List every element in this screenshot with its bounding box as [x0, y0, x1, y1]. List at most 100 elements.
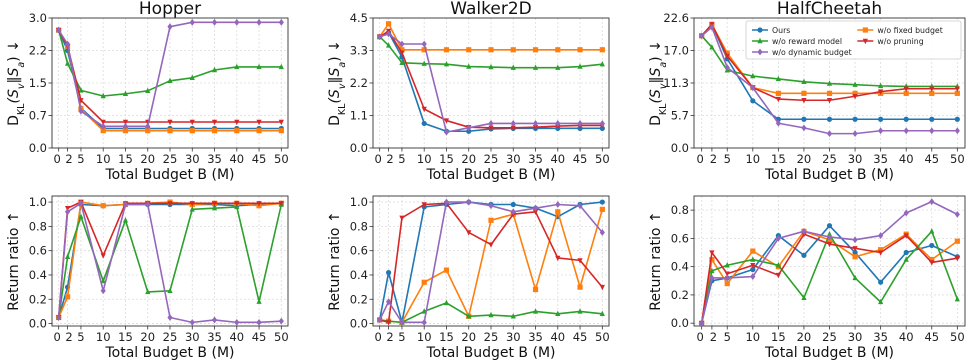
- legend-marker: [757, 48, 763, 56]
- data-point: [122, 128, 129, 134]
- data-point: [709, 256, 715, 263]
- data-point: [189, 74, 195, 80]
- data-point: [878, 250, 884, 256]
- y-tick-label: 3.3: [350, 44, 368, 58]
- data-point: [954, 238, 960, 244]
- x-tick-label: 0: [375, 152, 382, 166]
- data-point: [145, 122, 151, 130]
- data-point: [443, 61, 450, 67]
- data-point: [775, 75, 781, 82]
- x-tick-label: 20: [797, 330, 812, 344]
- data-point: [78, 87, 84, 93]
- series-line: [700, 230, 959, 324]
- data-point: [577, 47, 583, 53]
- data-point: [724, 274, 730, 282]
- data-point: [78, 98, 84, 104]
- chart-panel-3: 0 2 5 10 15 20 25 30 35 40 45 500.05.711.317.022.6T…: [648, 0, 966, 183]
- data-point: [399, 59, 405, 65]
- legend-label: w/o pruning: [877, 37, 923, 46]
- data-point: [100, 277, 106, 284]
- data-point: [443, 299, 450, 306]
- data-point: [421, 60, 427, 66]
- y-tick-label: 0.2: [29, 292, 47, 306]
- data-point: [256, 201, 262, 207]
- y-axis-label: Return ratio ↑: [648, 211, 664, 310]
- data-point: [801, 90, 807, 96]
- data-point: [234, 63, 240, 70]
- data-point: [167, 128, 173, 134]
- x-tick-label: 0: [697, 152, 704, 166]
- data-point: [903, 209, 909, 217]
- data-point: [278, 317, 284, 325]
- series-line: [57, 204, 283, 318]
- x-tick-label: 20: [140, 330, 155, 344]
- x-tick-label: 30: [848, 152, 863, 166]
- legend-label: w/o dynamic budget: [772, 48, 852, 57]
- data-point: [64, 60, 71, 66]
- data-point: [724, 281, 730, 287]
- data-point: [577, 284, 583, 290]
- data-point: [510, 208, 516, 216]
- y-tick-label: 0.0: [350, 317, 368, 331]
- data-point: [878, 232, 884, 239]
- legend-label: w/o reward model: [772, 37, 842, 46]
- data-point: [929, 90, 935, 96]
- x-tick-label: 20: [461, 152, 476, 166]
- data-point: [211, 66, 218, 73]
- data-point: [577, 63, 583, 69]
- data-point: [145, 128, 151, 134]
- x-tick-label: 50: [274, 152, 289, 166]
- x-tick-label: 20: [461, 330, 476, 344]
- series-line: [701, 35, 958, 88]
- data-point: [78, 213, 84, 219]
- y-tick-label: 0.2: [671, 288, 689, 302]
- y-tick-label: 17.0: [663, 44, 689, 58]
- data-point: [599, 310, 605, 317]
- data-point: [56, 314, 62, 321]
- data-point: [903, 116, 909, 122]
- data-point: [64, 208, 71, 216]
- y-tick-label: 0.2: [350, 292, 368, 306]
- y-tick-label: 1.0: [350, 195, 368, 209]
- data-point: [189, 201, 195, 207]
- data-point: [510, 64, 516, 70]
- y-tick-label: 3.0: [29, 11, 47, 25]
- data-point: [421, 279, 427, 285]
- x-tick-label: 5: [398, 152, 405, 166]
- data-point: [709, 44, 715, 50]
- x-tick-label: 2: [710, 152, 717, 166]
- data-point: [78, 199, 84, 207]
- data-point: [775, 234, 781, 242]
- data-point: [510, 125, 516, 131]
- series-line: [379, 22, 603, 51]
- data-point: [954, 255, 960, 262]
- data-point: [709, 274, 715, 282]
- data-point: [775, 96, 781, 103]
- data-point: [167, 119, 173, 126]
- x-axis-label: Total Budget B (M): [425, 167, 555, 183]
- data-point: [801, 227, 807, 235]
- data-point: [555, 64, 561, 70]
- data-point: [399, 215, 405, 222]
- x-tick-label: 15: [771, 330, 786, 344]
- legend: Ours w/o fixed budget w/o reward model w/o …: [745, 20, 962, 60]
- data-point: [385, 21, 392, 27]
- data-point: [929, 260, 935, 266]
- data-point: [699, 32, 705, 40]
- data-point: [64, 294, 71, 300]
- x-tick-label: 45: [252, 152, 267, 166]
- data-point: [385, 269, 392, 276]
- data-point: [443, 198, 450, 206]
- data-point: [167, 77, 173, 84]
- data-point: [852, 254, 858, 260]
- data-point: [466, 128, 472, 134]
- data-point: [466, 198, 472, 206]
- data-point: [929, 127, 935, 135]
- x-tick-label: 45: [924, 152, 939, 166]
- data-point: [826, 223, 833, 229]
- data-point: [122, 201, 129, 208]
- series-line: [379, 31, 603, 133]
- x-tick-label: 5: [398, 330, 405, 344]
- legend-marker: [862, 38, 868, 45]
- x-tick-label: 5: [724, 330, 731, 344]
